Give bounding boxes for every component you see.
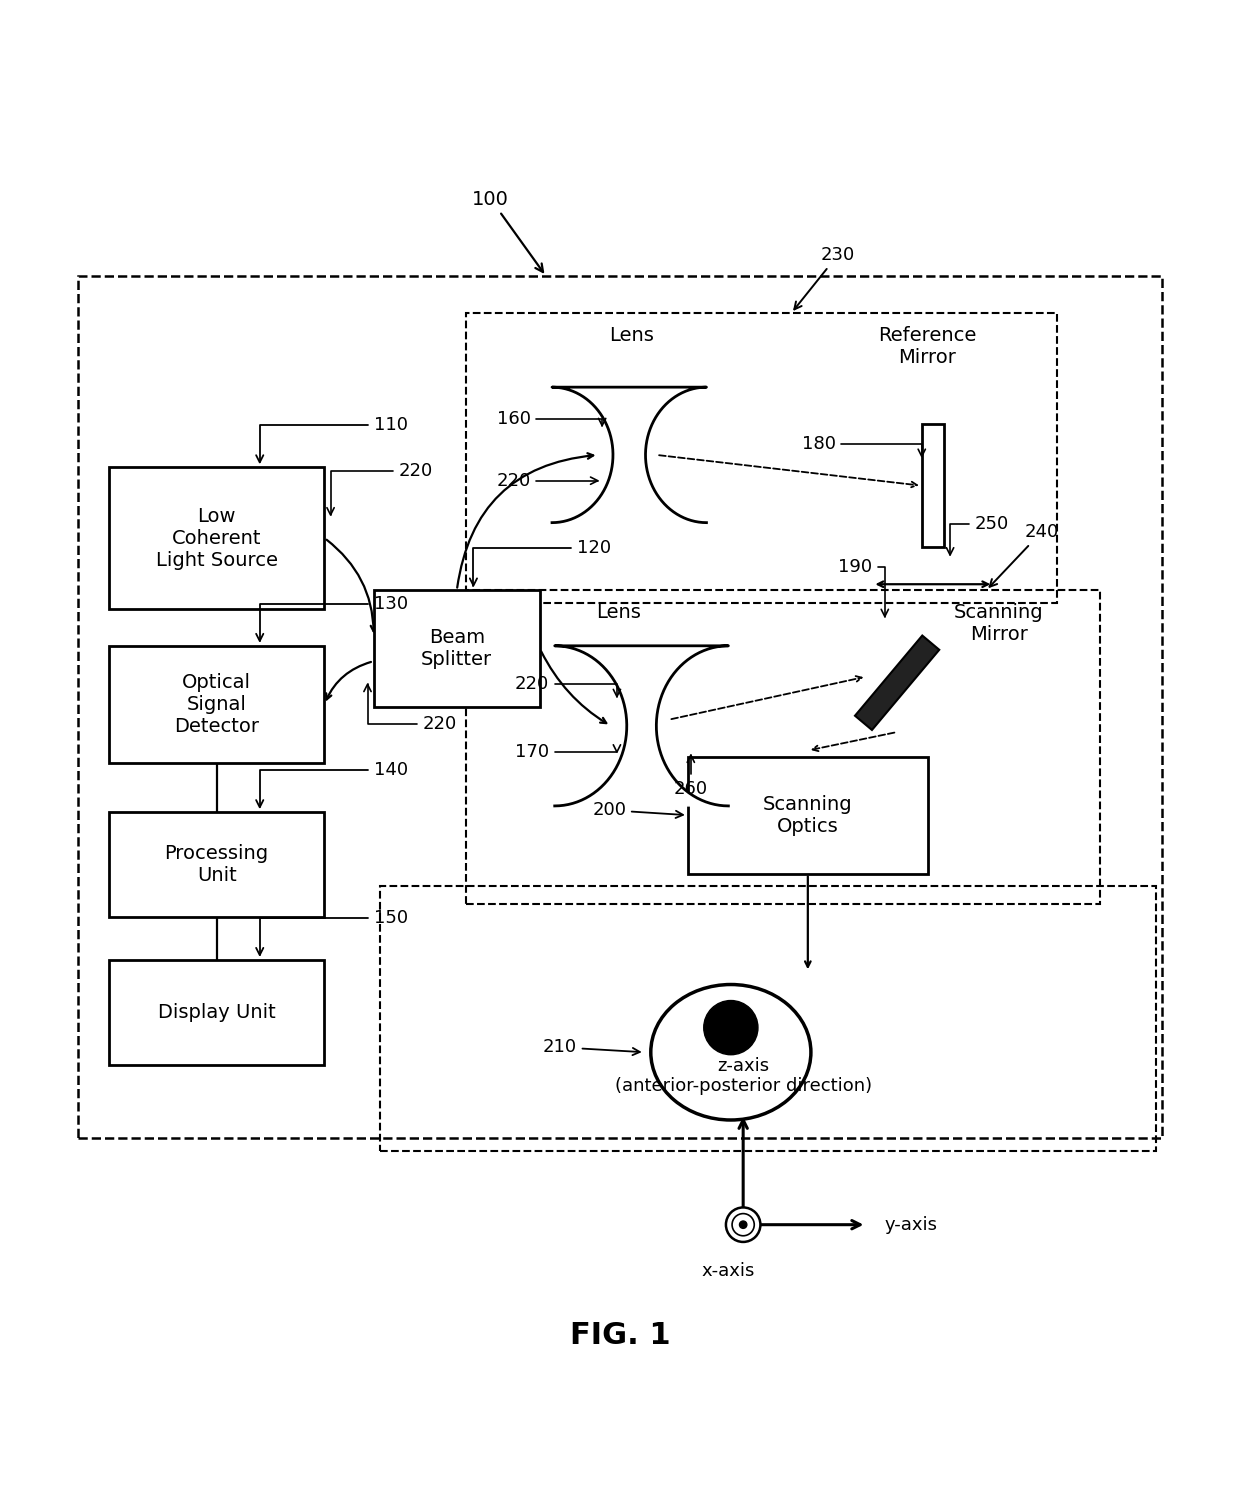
Text: 100: 100 xyxy=(472,189,543,272)
Polygon shape xyxy=(552,387,707,522)
Text: 130: 130 xyxy=(257,594,408,641)
Text: 220: 220 xyxy=(515,675,620,696)
Text: Low
Coherent
Light Source: Low Coherent Light Source xyxy=(156,506,278,569)
Circle shape xyxy=(739,1220,746,1228)
Text: Scanning
Mirror: Scanning Mirror xyxy=(954,603,1044,644)
Text: z-axis
(anterior-posterior direction): z-axis (anterior-posterior direction) xyxy=(615,1057,872,1096)
Text: 250: 250 xyxy=(946,515,1009,555)
Text: 200: 200 xyxy=(593,802,683,820)
Text: 210: 210 xyxy=(543,1039,640,1057)
Text: 240: 240 xyxy=(990,524,1059,587)
Circle shape xyxy=(704,1001,758,1055)
Polygon shape xyxy=(554,645,728,806)
Text: 110: 110 xyxy=(257,416,408,462)
Bar xyxy=(109,645,325,763)
Bar xyxy=(78,276,1162,1138)
Bar xyxy=(373,590,539,707)
Text: 150: 150 xyxy=(257,910,408,955)
Text: x-axis: x-axis xyxy=(702,1262,755,1280)
Bar xyxy=(921,425,944,548)
Text: y-axis: y-axis xyxy=(885,1216,937,1234)
Text: Processing
Unit: Processing Unit xyxy=(165,844,269,886)
Text: Lens: Lens xyxy=(609,326,653,345)
Text: Scanning
Optics: Scanning Optics xyxy=(763,794,853,836)
Bar xyxy=(109,959,325,1064)
Bar xyxy=(109,467,325,609)
Text: Optical
Signal
Detector: Optical Signal Detector xyxy=(174,672,259,735)
Bar xyxy=(379,886,1156,1151)
Text: FIG. 1: FIG. 1 xyxy=(569,1321,671,1349)
Text: 220: 220 xyxy=(496,471,598,489)
Text: 260: 260 xyxy=(673,755,708,797)
Text: 160: 160 xyxy=(497,410,606,428)
Text: Beam
Splitter: Beam Splitter xyxy=(422,629,492,669)
Bar xyxy=(466,590,1100,905)
Text: 220: 220 xyxy=(363,684,458,732)
Ellipse shape xyxy=(651,985,811,1120)
Text: 190: 190 xyxy=(838,558,888,617)
Circle shape xyxy=(725,1207,760,1241)
Text: 120: 120 xyxy=(470,539,611,585)
Bar xyxy=(466,314,1058,603)
Text: Reference
Mirror: Reference Mirror xyxy=(878,326,976,366)
Bar xyxy=(688,757,928,874)
Text: 140: 140 xyxy=(257,761,408,808)
Text: 180: 180 xyxy=(801,435,925,456)
Polygon shape xyxy=(856,635,939,729)
Text: Display Unit: Display Unit xyxy=(157,1003,275,1022)
Text: 170: 170 xyxy=(515,743,620,761)
Text: 220: 220 xyxy=(327,462,433,515)
Text: Lens: Lens xyxy=(596,603,641,621)
Text: 230: 230 xyxy=(795,246,856,309)
Bar xyxy=(109,812,325,917)
